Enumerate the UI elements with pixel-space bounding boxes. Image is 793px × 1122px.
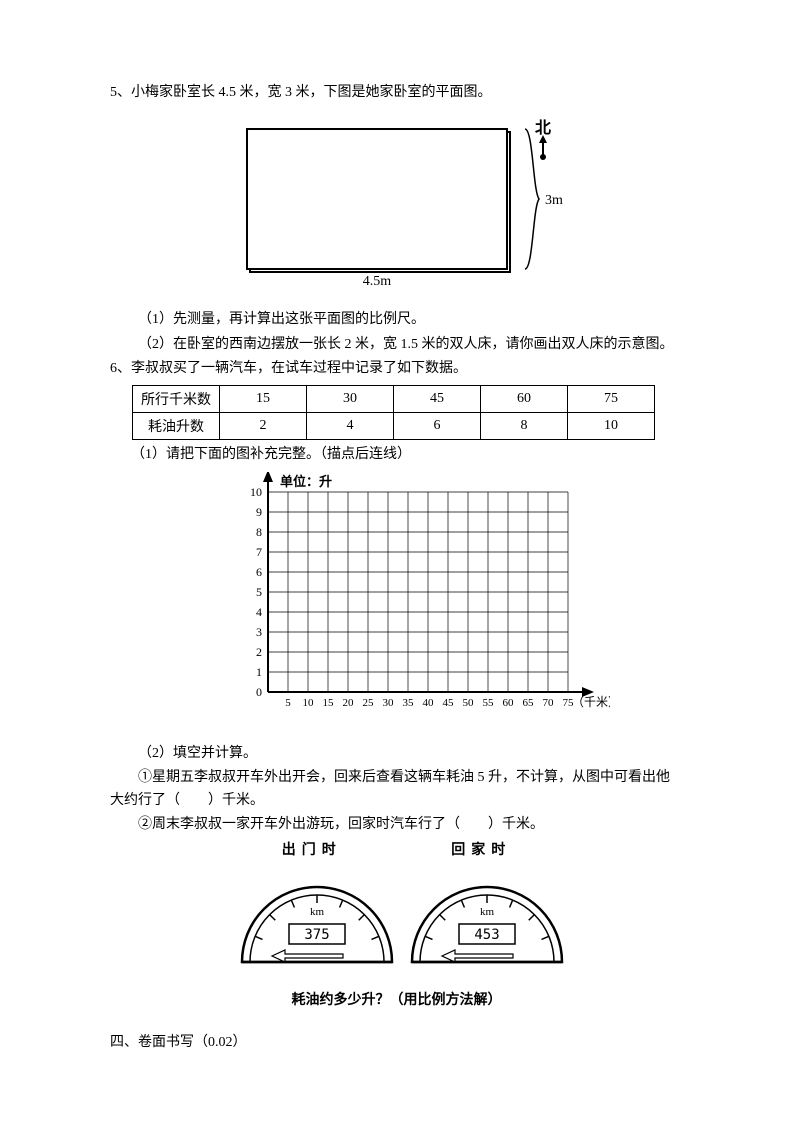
svg-text:453: 453 bbox=[474, 927, 499, 943]
cell-km-2: 45 bbox=[394, 385, 481, 412]
svg-text:2: 2 bbox=[256, 645, 262, 659]
svg-text:65: 65 bbox=[523, 697, 535, 709]
odo-right-label: 回家时 bbox=[401, 839, 561, 859]
svg-text:20: 20 bbox=[343, 697, 355, 709]
q6-sub2-header: （2）填空并计算。 bbox=[110, 743, 683, 765]
q6-sub2a: ①星期五李叔叔开车外出开会，回来后查看这辆车耗油 5 升，不计算，从图中可看出他… bbox=[110, 767, 683, 812]
svg-text:50: 50 bbox=[463, 697, 475, 709]
svg-text:15: 15 bbox=[323, 697, 335, 709]
section4: 四、卷面书写（0.02） bbox=[110, 1032, 683, 1054]
cell-oil-3: 8 bbox=[481, 412, 568, 439]
cell-oil-2: 6 bbox=[394, 412, 481, 439]
odo-labels: 出门时 回家时 bbox=[110, 839, 683, 859]
svg-text:70: 70 bbox=[543, 697, 555, 709]
odo-left-label: 出门时 bbox=[232, 839, 392, 859]
svg-text:375: 375 bbox=[304, 927, 329, 943]
svg-text:3: 3 bbox=[256, 625, 262, 639]
sub2a-post: ）千米。 bbox=[208, 793, 264, 808]
svg-text:5: 5 bbox=[256, 585, 262, 599]
q6-sub1: （1）请把下面的图补充完整。（描点后连线） bbox=[110, 444, 683, 466]
q6-sub2b: ②周末李叔叔一家开车外出游玩，回家时汽车行了（ ）千米。 bbox=[110, 814, 683, 836]
svg-text:9: 9 bbox=[256, 505, 262, 519]
sub2b-pre: ②周末李叔叔一家开车外出游玩，回家时汽车行了（ bbox=[138, 817, 460, 832]
svg-text:30: 30 bbox=[383, 697, 395, 709]
row1-label: 所行千米数 bbox=[133, 385, 220, 412]
q5-stem: 5、小梅家卧室长 4.5 米，宽 3 米，下图是她家卧室的平面图。 bbox=[110, 82, 683, 104]
svg-text:8: 8 bbox=[256, 525, 262, 539]
svg-text:3m: 3m bbox=[545, 193, 563, 208]
svg-text:6: 6 bbox=[256, 565, 262, 579]
svg-text:40: 40 bbox=[423, 697, 435, 709]
svg-text:单位：升: 单位：升 bbox=[280, 474, 332, 489]
data-table: 所行千米数 15 30 45 60 75 耗油升数 2 4 6 8 10 bbox=[132, 385, 655, 440]
cell-oil-0: 2 bbox=[220, 412, 307, 439]
svg-text:km: km bbox=[479, 906, 494, 918]
q6-caption: 耗油约多少升？（用比例方法解） bbox=[110, 990, 683, 1012]
q6-number: 6、 bbox=[110, 361, 131, 376]
sub2b-blank bbox=[460, 817, 488, 832]
table-row: 所行千米数 15 30 45 60 75 bbox=[133, 385, 655, 412]
svg-text:（千米）: （千米） bbox=[572, 695, 610, 709]
cell-oil-4: 10 bbox=[568, 412, 655, 439]
table-row: 耗油升数 2 4 6 8 10 bbox=[133, 412, 655, 439]
svg-text:55: 55 bbox=[483, 697, 495, 709]
svg-text:5: 5 bbox=[285, 697, 291, 709]
sub2b-post: ）千米。 bbox=[488, 817, 544, 832]
chart-wrap: 单位：升012345678910510152025303540455055606… bbox=[230, 472, 683, 737]
row2-label: 耗油升数 bbox=[133, 412, 220, 439]
cell-km-1: 30 bbox=[307, 385, 394, 412]
cell-km-0: 15 bbox=[220, 385, 307, 412]
q6-stem-text: 李叔叔买了一辆汽车，在试车过程中记录了如下数据。 bbox=[131, 361, 467, 376]
q5-stem-text: 小梅家卧室长 4.5 米，宽 3 米，下图是她家卧室的平面图。 bbox=[131, 85, 492, 100]
sub2a-blank bbox=[180, 793, 208, 808]
cell-km-3: 60 bbox=[481, 385, 568, 412]
svg-text:10: 10 bbox=[250, 485, 262, 499]
q5-sub1: （1）先测量，再计算出这张平面图的比例尺。 bbox=[110, 309, 683, 331]
chart-svg: 单位：升012345678910510152025303540455055606… bbox=[230, 472, 610, 732]
svg-text:0: 0 bbox=[256, 685, 262, 699]
svg-text:45: 45 bbox=[443, 697, 455, 709]
q5-number: 5、 bbox=[110, 85, 131, 100]
room-figure: 4.5m 3m 北 bbox=[110, 114, 683, 299]
svg-text:7: 7 bbox=[256, 545, 262, 559]
svg-text:4: 4 bbox=[256, 605, 262, 619]
q6-stem: 6、李叔叔买了一辆汽车，在试车过程中记录了如下数据。 bbox=[110, 358, 683, 380]
odometer-svg: km 375 km 453 bbox=[207, 867, 587, 977]
cell-km-4: 75 bbox=[568, 385, 655, 412]
svg-text:km: km bbox=[309, 906, 324, 918]
svg-text:60: 60 bbox=[503, 697, 515, 709]
svg-text:10: 10 bbox=[303, 697, 315, 709]
svg-text:1: 1 bbox=[256, 665, 262, 679]
svg-text:25: 25 bbox=[363, 697, 375, 709]
svg-text:4.5m: 4.5m bbox=[362, 274, 391, 289]
room-svg: 4.5m 3m 北 bbox=[207, 114, 587, 294]
q5-sub2: （2）在卧室的西南边摆放一张长 2 米，宽 1.5 米的双人床，请你画出双人床的… bbox=[110, 334, 683, 356]
svg-text:北: 北 bbox=[534, 119, 550, 137]
cell-oil-1: 4 bbox=[307, 412, 394, 439]
odometers: km 375 km 453 bbox=[110, 867, 683, 982]
svg-text:35: 35 bbox=[403, 697, 415, 709]
